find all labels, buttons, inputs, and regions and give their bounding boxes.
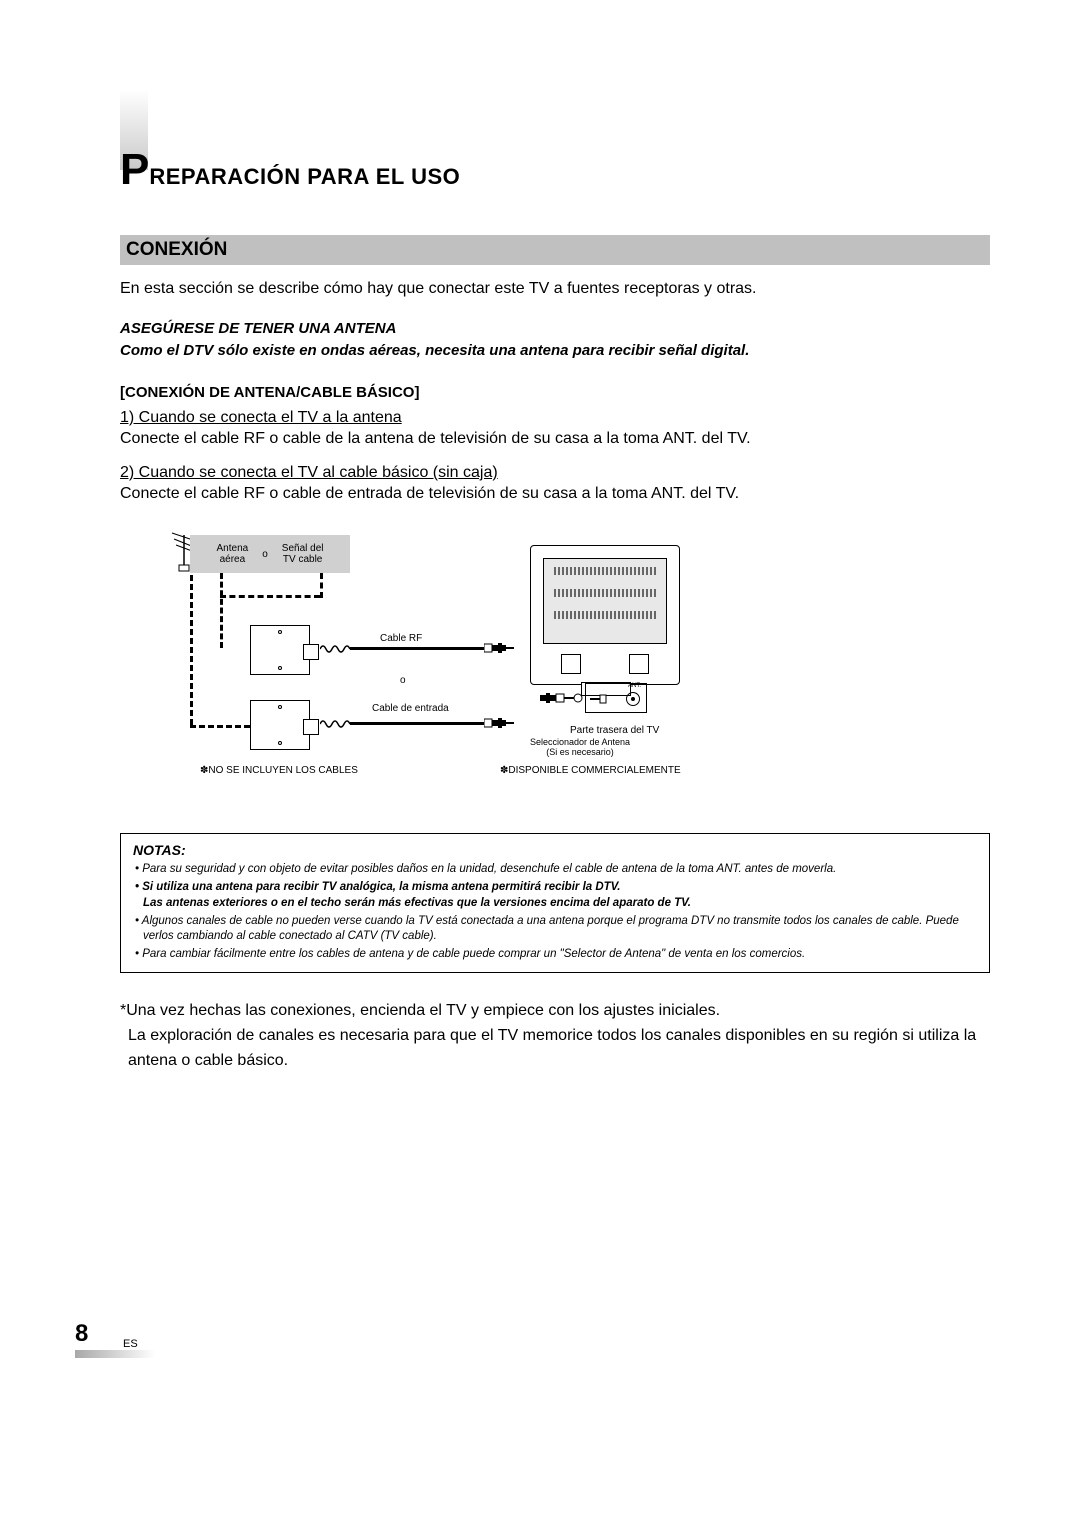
cable-signal-label-1: Señal del [282,543,324,554]
title-remainder: REPARACIÓN PARA EL USO [149,164,460,189]
or-label-top: o [262,549,268,560]
antenna-selector-label: Seleccionador de Antena (Si es necesario… [500,737,660,757]
spring-connector-icon [320,718,350,730]
note-item: • Para cambiar fácilmente entre los cabl… [133,947,977,963]
diagram-footnote-left: ✽NO SE INCLUYEN LOS CABLES [200,765,358,776]
antenna-label-2: aérea [220,554,246,565]
page-number: 8 [75,1320,88,1347]
step-1-body: Conecte el cable RF o cable de la antena… [120,427,990,450]
spring-connector-icon [320,643,350,655]
note-item: • Algunos canales de cable no pueden ver… [133,914,977,945]
page-content: PREPARACIÓN PARA EL USO CONEXIÓN En esta… [120,90,990,1074]
page-language: ES [123,1338,138,1350]
antenna-label-1: Antena [217,543,249,554]
note-item: • Si utiliza una antena para recibir TV … [133,880,977,896]
signal-source-box: Antena aérea o Señal del TV cable [190,535,350,573]
plug-icon [540,691,584,705]
notes-title: NOTAS: [133,842,977,858]
tv-rear-icon [530,545,680,685]
dashed-line [220,573,223,648]
ant-port-closeup: ANT. [585,683,647,713]
cable-line [350,722,485,725]
step-2-body: Conecte el cable RF o cable de entrada d… [120,482,990,505]
antenna-warning: ASEGÚRESE DE TENER UNA ANTENA Como el DT… [120,318,990,362]
page-title: PREPARACIÓN PARA EL USO [120,145,990,195]
step-2-heading: 2) Cuando se conecta el TV al cable bási… [120,464,990,482]
intro-paragraph: En esta sección se describe cómo hay que… [120,277,990,300]
dashed-line [320,573,323,598]
page-number-block: 8 ES [75,1320,155,1358]
after-paragraph-1: *Una vez hechas las conexiones, encienda… [120,999,990,1024]
dashed-line [190,575,193,725]
dashed-line [190,725,250,728]
plug-icon [484,641,514,655]
section-heading: CONEXIÓN [120,235,990,265]
tv-back-label: Parte trasera del TV [570,725,659,736]
dashed-line [220,595,320,598]
notes-box: NOTAS: • Para su seguridad y con objeto … [120,833,990,973]
wall-outlet-1 [250,625,310,675]
step-1-heading: 1) Cuando se conecta el TV a la antena [120,409,990,427]
note-subline: Las antenas exteriores o en el techo ser… [133,896,977,912]
connection-subheading: [CONEXIÓN DE ANTENA/CABLE BÁSICO] [120,384,990,401]
note-item: • Para su seguridad y con objeto de evit… [133,862,977,878]
cable-signal-label-2: TV cable [283,554,322,565]
after-paragraph-2: La exploración de canales es necesaria p… [120,1024,990,1074]
cable-line [350,647,485,650]
wall-outlet-2 [250,700,310,750]
diagram-footnote-right: ✽DISPONIBLE COMMERCIALEMENTE [500,765,681,776]
title-first-letter: P [120,145,149,194]
warning-line-2: Como el DTV sólo existe en ondas aéreas,… [120,340,990,362]
input-cable-label: Cable de entrada [372,703,449,714]
warning-line-1: ASEGÚRESE DE TENER UNA ANTENA [120,318,990,340]
ant-port-label: ANT. [628,683,641,689]
or-label-mid: o [400,675,406,686]
connection-diagram: Antena aérea o Señal del TV cable Cable … [170,535,730,815]
plug-icon [484,716,514,730]
rf-cable-label: Cable RF [380,633,422,644]
page-number-bar [75,1350,155,1358]
